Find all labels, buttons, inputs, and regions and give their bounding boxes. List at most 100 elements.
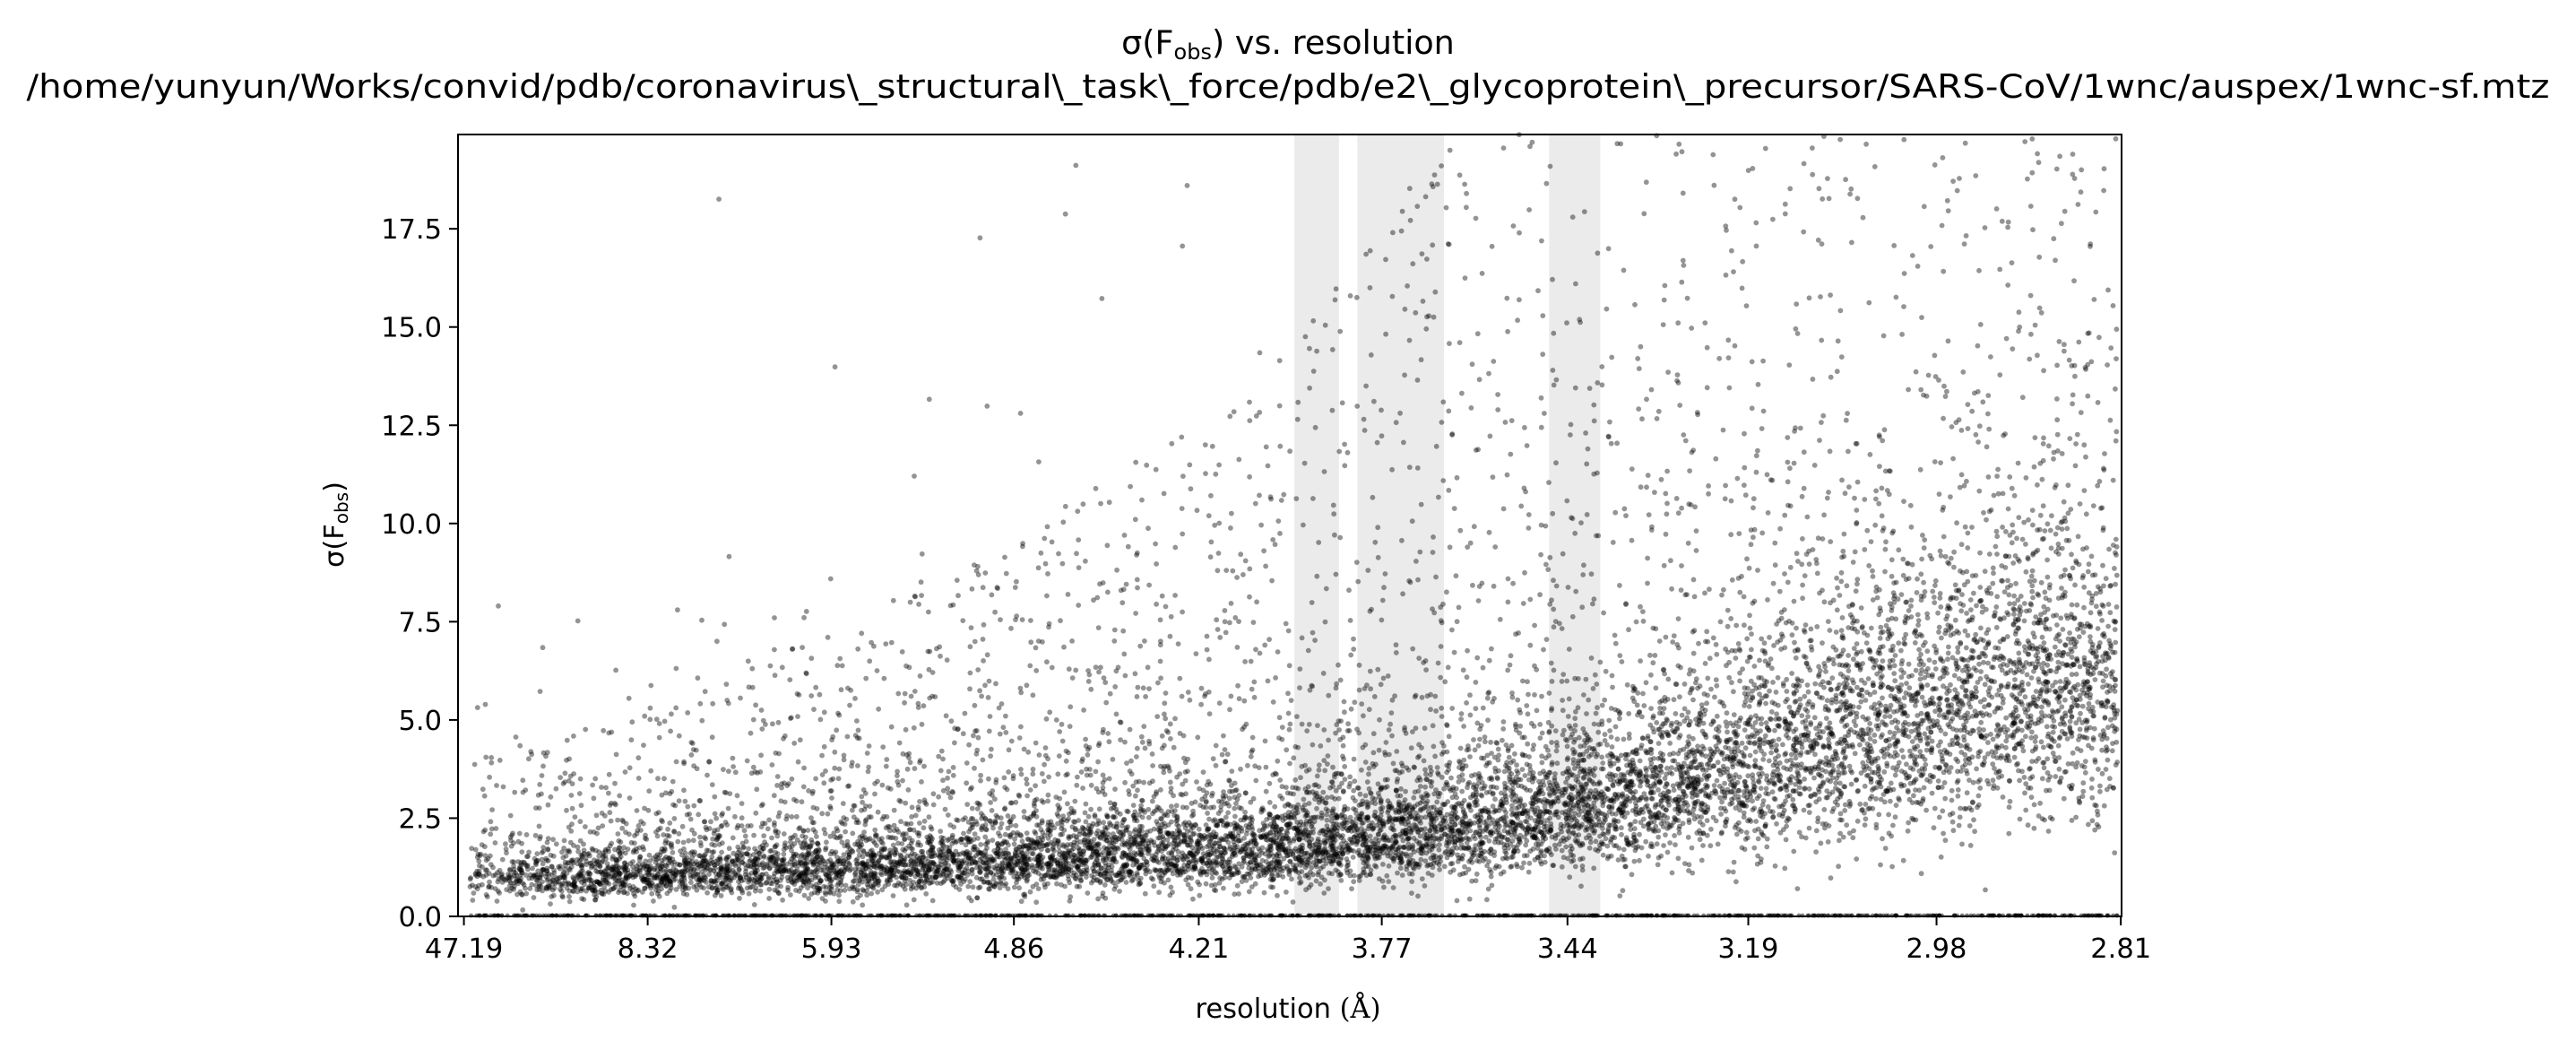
data-point (1024, 870, 1031, 876)
data-point (1954, 187, 1960, 194)
data-point (1200, 869, 1206, 875)
data-point (1704, 700, 1709, 707)
data-point (1870, 568, 1875, 574)
data-point (1206, 689, 1212, 695)
data-point (808, 655, 815, 662)
data-point (1435, 660, 1441, 666)
data-point (1953, 694, 1959, 700)
data-point (1358, 873, 1363, 879)
data-point (1347, 618, 1353, 623)
data-point (1565, 585, 1571, 590)
data-point (1456, 604, 1462, 611)
data-point (1302, 334, 1309, 340)
data-point (1169, 440, 1175, 447)
data-point (1985, 660, 1992, 666)
data-point (1677, 403, 1683, 408)
data-point (1362, 793, 1369, 799)
data-point (1967, 843, 1974, 848)
data-point (1101, 820, 1106, 826)
data-point (1546, 690, 1552, 696)
data-point (1440, 478, 1447, 483)
data-point (788, 892, 793, 898)
data-point (1477, 817, 1482, 823)
data-point (2104, 744, 2109, 750)
data-point (1229, 768, 1235, 774)
data-point (1145, 664, 1151, 671)
data-point (1271, 876, 1276, 882)
data-point (1932, 600, 1938, 605)
data-point (1736, 531, 1742, 536)
data-point (488, 862, 494, 867)
data-point (1033, 796, 1040, 803)
data-point (1336, 850, 1343, 856)
data-point (551, 867, 557, 873)
data-point (1474, 720, 1481, 726)
data-point (1336, 662, 1341, 668)
data-point (1489, 243, 1495, 249)
data-point (1510, 790, 1516, 795)
data-point (1931, 825, 1937, 831)
data-point (1284, 889, 1289, 895)
data-point (1310, 317, 1317, 324)
data-point (1465, 820, 1471, 827)
data-point (659, 792, 665, 798)
data-point (1013, 799, 1019, 805)
data-point (1171, 744, 1177, 751)
data-point (1272, 803, 1278, 810)
data-point (1236, 456, 1242, 463)
data-point (1729, 800, 1735, 806)
data-point (1936, 712, 1942, 718)
data-point (2096, 479, 2103, 484)
data-point (781, 831, 787, 837)
data-point (1008, 855, 1015, 861)
data-point (1790, 788, 1796, 794)
data-point (2069, 818, 2075, 823)
data-point (1806, 825, 1812, 831)
data-point (494, 783, 499, 788)
data-point (1367, 247, 1373, 254)
data-point (1573, 281, 1578, 287)
data-point (1938, 604, 1944, 610)
data-point (1500, 800, 1506, 806)
data-point (1018, 865, 1024, 871)
data-point (1390, 885, 1396, 890)
data-point (1808, 720, 1814, 725)
data-point (1620, 888, 1626, 894)
data-point (1774, 711, 1779, 717)
data-point (2038, 309, 2044, 316)
data-point (1991, 570, 1996, 577)
data-point (1480, 664, 1486, 671)
data-point (2086, 821, 2091, 828)
data-point (812, 829, 818, 835)
data-point (1526, 777, 1532, 783)
data-point (2032, 739, 2038, 744)
data-point (855, 646, 861, 652)
data-point (1414, 377, 1421, 383)
data-point (1965, 619, 1971, 624)
data-point (1721, 586, 1726, 593)
data-point (2056, 694, 2062, 700)
ice-ring-band (1549, 135, 1601, 916)
data-point (1006, 769, 1012, 775)
data-point (2012, 677, 2018, 682)
data-point (843, 863, 848, 870)
data-point (980, 585, 986, 591)
data-point (1929, 745, 1935, 751)
data-point (1168, 861, 1174, 867)
data-point (1471, 737, 1476, 742)
data-point (767, 663, 774, 669)
data-point (1806, 295, 1812, 301)
chart-title-subscript: obs (1174, 39, 1212, 65)
data-point (1206, 656, 1212, 663)
data-point (2057, 679, 2063, 684)
data-point (1989, 749, 1995, 755)
data-point (1135, 745, 1140, 751)
data-point (1956, 822, 1962, 829)
data-point (1014, 578, 1019, 585)
data-point (1564, 320, 1569, 325)
data-point (1675, 616, 1681, 621)
data-point (1572, 385, 1578, 391)
data-point (708, 819, 713, 825)
data-point (1674, 372, 1681, 377)
data-point (1457, 745, 1464, 751)
